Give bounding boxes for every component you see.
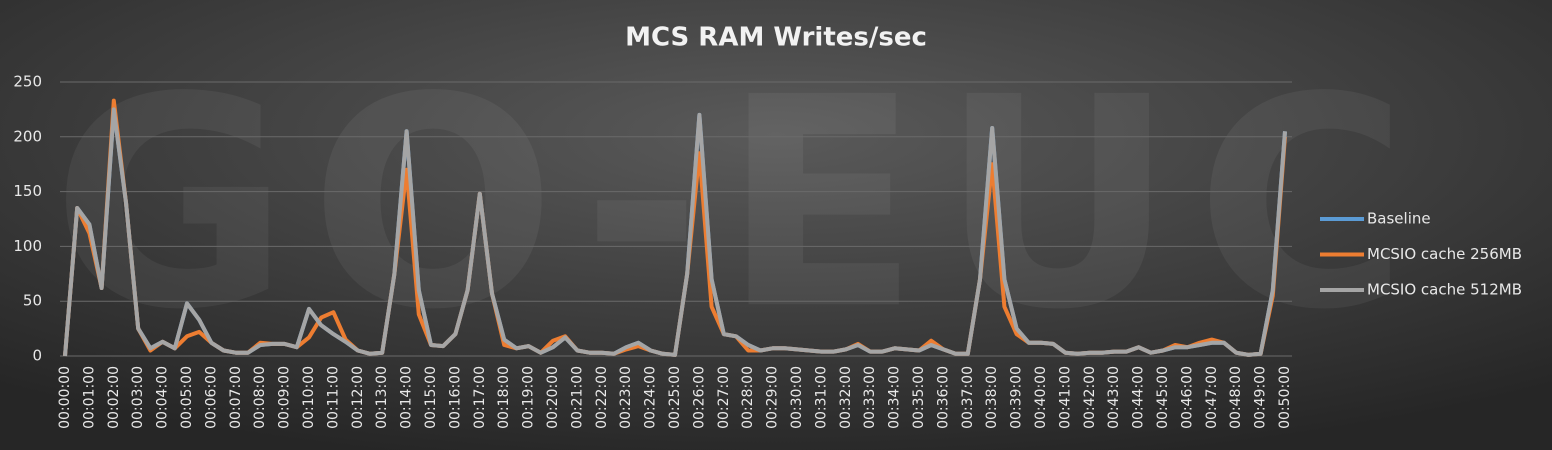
x-tick-label: 00:23:00 [618,366,634,429]
x-tick-label: 00:25:00 [667,366,683,429]
x-tick-label: 00:11:00 [325,366,341,429]
x-tick-label: 00:13:00 [374,366,390,429]
x-tick-label: 00:38:00 [984,366,1000,429]
x-tick-label: 00:15:00 [423,366,439,429]
x-tick-label: 00:27:00 [716,366,732,429]
x-tick-label: 00:04:00 [155,366,171,429]
x-tick-label: 00:31:00 [813,366,829,429]
x-tick-label: 00:37:00 [960,366,976,429]
x-tick-label: 00:32:00 [838,366,854,429]
x-tick-label: 00:34:00 [887,366,903,429]
x-tick-label: 00:17:00 [472,366,488,429]
legend-label: Baseline [1367,210,1431,228]
watermark: GO-EUC [52,36,1429,373]
x-tick-label: 00:10:00 [301,366,317,429]
legend-label: MCSIO cache 512MB [1367,281,1522,299]
x-tick-label: 00:02:00 [106,366,122,429]
x-tick-label: 00:50:00 [1277,366,1293,429]
x-tick-label: 00:43:00 [1106,366,1122,429]
x-tick-label: 00:33:00 [862,366,878,429]
x-tick-label: 00:29:00 [765,366,781,429]
x-tick-label: 00:30:00 [789,366,805,429]
series-line [63,107,1287,357]
x-tick-label: 00:48:00 [1228,366,1244,429]
x-tick-label: 00:45:00 [1155,366,1171,429]
x-tick-label: 00:40:00 [1033,366,1049,429]
x-tick-label: 00:39:00 [1009,366,1025,429]
y-tick-label: 200 [13,127,42,145]
chart-title: MCS RAM Writes/sec [625,23,927,53]
x-tick-label: 00:12:00 [350,366,366,429]
x-tick-label: 00:28:00 [740,366,756,429]
x-tick-label: 00:21:00 [569,366,585,429]
x-tick-label: 00:44:00 [1131,366,1147,429]
x-tick-label: 00:00:00 [57,366,73,429]
x-tick-label: 00:46:00 [1179,366,1195,429]
x-tick-label: 00:20:00 [545,366,561,429]
y-tick-label: 100 [13,237,42,255]
x-tick-label: 00:19:00 [521,366,537,429]
x-tick-label: 00:01:00 [81,366,97,429]
x-tick-label: 00:49:00 [1253,366,1269,429]
y-tick-label: 150 [13,182,42,200]
x-tick-label: 00:07:00 [228,366,244,429]
x-tick-label: 00:24:00 [643,366,659,429]
x-tick-label: 00:14:00 [399,366,415,429]
x-tick-label: 00:05:00 [179,366,195,429]
y-tick-label: 0 [32,347,42,365]
x-tick-label: 00:22:00 [594,366,610,429]
x-tick-label: 00:08:00 [252,366,268,429]
x-tick-label: 00:03:00 [130,366,146,429]
x-tick-label: 00:41:00 [1057,366,1073,429]
x-tick-label: 00:18:00 [496,366,512,429]
x-tick-label: 00:47:00 [1204,366,1220,429]
x-tick-label: 00:06:00 [203,366,219,429]
x-tick-label: 00:09:00 [277,366,293,429]
x-tick-label: 00:16:00 [447,366,463,429]
y-tick-label: 250 [13,73,42,91]
legend-label: MCSIO cache 256MB [1367,245,1522,263]
x-tick-label: 00:36:00 [935,366,951,429]
x-tick-label: 00:26:00 [691,366,707,429]
x-tick-label: 00:35:00 [911,366,927,429]
y-tick-label: 50 [23,292,42,310]
x-tick-label: 00:42:00 [1082,366,1098,429]
